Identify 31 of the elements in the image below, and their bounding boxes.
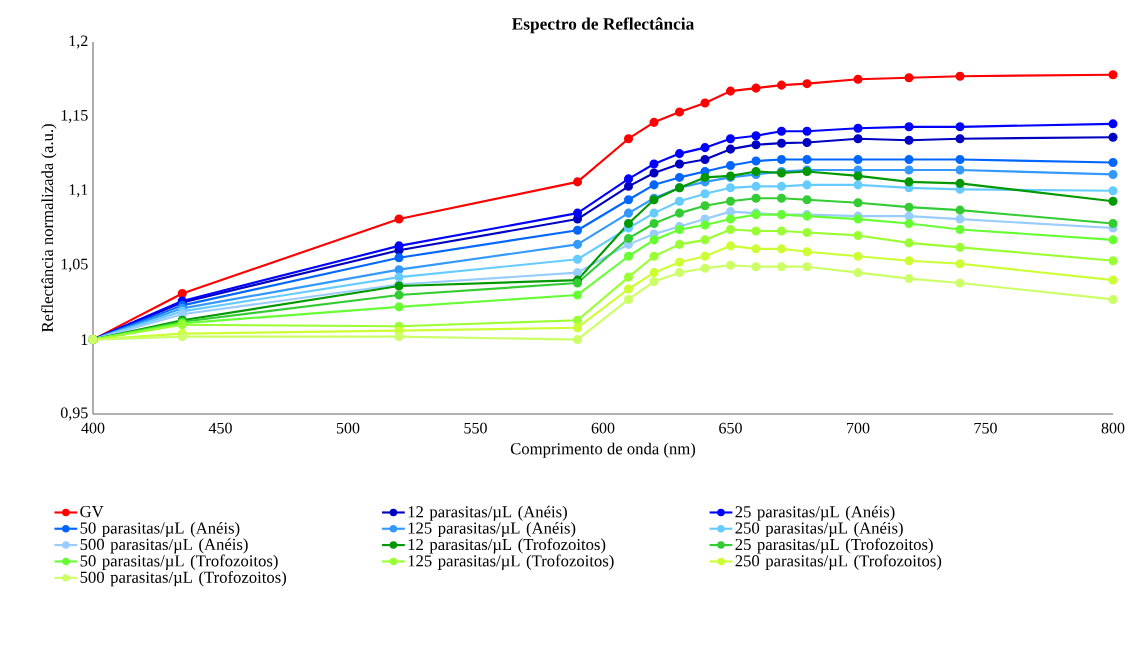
legend-label: 50 parasitas/µL (Trofozoitos)	[80, 554, 278, 570]
legend-label: 25 parasitas/µL (Anéis)	[735, 505, 895, 521]
legend-label: 12 parasitas/µL (Trofozoitos)	[408, 538, 606, 554]
x-tick-label: 450	[208, 422, 232, 434]
x-tick-label: 650	[719, 422, 742, 434]
legend-label: 125 parasitas/µL (Trofozoitos)	[408, 554, 614, 570]
x-tick-label: 550	[464, 422, 487, 434]
y-tick-label: 0,95	[60, 407, 88, 421]
legend-label: 500 parasitas/µL (Anéis)	[80, 538, 248, 554]
x-tick-label: 700	[847, 422, 870, 434]
x-tick-label: 400	[81, 422, 105, 434]
legend-label: 12 parasitas/µL (Anéis)	[408, 505, 567, 521]
y-tick-label: 1	[81, 334, 88, 345]
legend-label: 250 parasitas/µL (Trofozoitos)	[735, 554, 942, 570]
legend-label: 500 parasitas/µL (Trofozoitos)	[80, 571, 287, 587]
x-tick-label: 800	[1101, 422, 1125, 434]
legend-label: 250 parasitas/µL (Anéis)	[735, 521, 903, 538]
legend-label: 50 parasitas/µL (Anéis)	[80, 521, 240, 538]
x-tick-label: 500	[336, 422, 360, 434]
x-tick-label: 750	[974, 422, 997, 434]
y-tick-label: 1,15	[61, 109, 88, 123]
y-tick-label: 1,05	[61, 258, 88, 272]
legend-label: 25 parasitas/µL (Trofozoitos)	[735, 538, 933, 554]
y-tick-label: 1,2	[69, 35, 88, 49]
legend-label: GV	[80, 505, 104, 518]
y-tick-label: 1,1	[69, 184, 88, 198]
y-axis-title: Reflectância normalizada (a.u.)	[41, 124, 57, 333]
legend-label: 125 parasitas/µL (Anéis)	[408, 521, 576, 538]
x-tick-label: 600	[591, 422, 615, 434]
x-axis-title: Comprimento de onda (nm)	[510, 442, 696, 458]
chart-title: Espectro de Reflectância	[512, 17, 695, 34]
